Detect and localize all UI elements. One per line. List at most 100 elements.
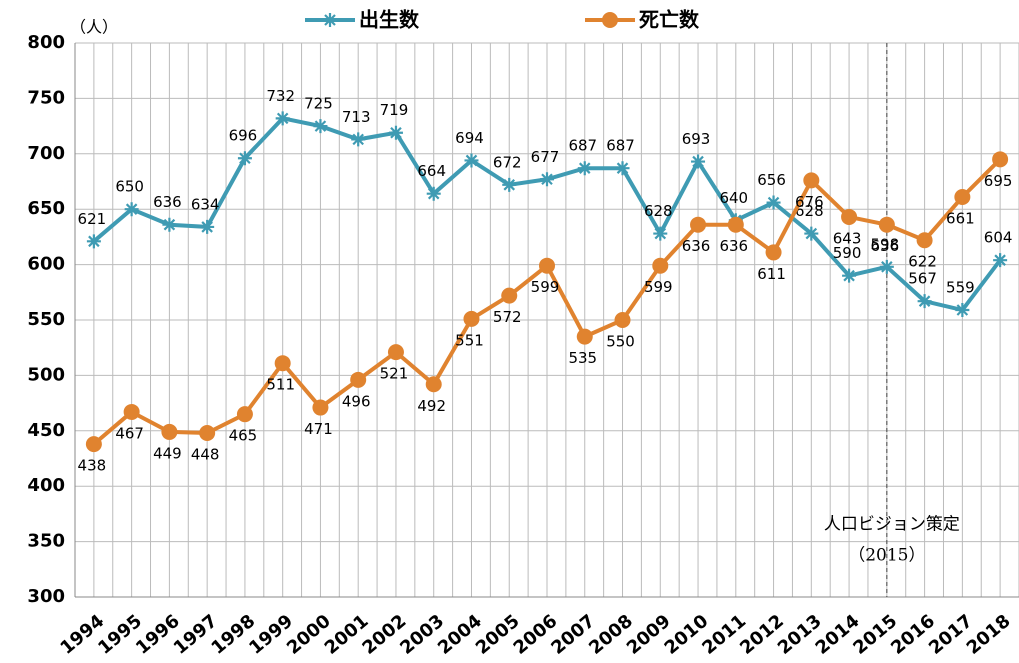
marker	[425, 376, 442, 393]
marker	[426, 186, 441, 201]
data-label: 467	[115, 424, 144, 442]
marker	[879, 259, 894, 274]
legend-label: 死亡数	[639, 8, 700, 32]
data-label: 496	[342, 392, 371, 410]
data-label: 694	[455, 129, 484, 147]
data-label: 438	[78, 457, 107, 475]
marker	[463, 310, 480, 327]
data-label: 465	[229, 427, 258, 445]
marker	[804, 226, 819, 241]
data-label: 551	[455, 331, 484, 349]
marker	[313, 119, 328, 134]
marker	[124, 202, 139, 217]
marker	[577, 161, 592, 176]
data-label: 634	[191, 195, 220, 213]
data-label: 628	[644, 202, 673, 220]
data-label: 695	[984, 172, 1013, 190]
marker	[614, 312, 631, 328]
marker	[275, 111, 290, 126]
marker	[954, 189, 971, 206]
y-tick-label: 800	[27, 32, 65, 53]
legend-label: 出生数	[359, 8, 420, 32]
annotation-text: 人口ビジョン策定	[824, 515, 960, 535]
data-label: 449	[153, 444, 182, 462]
marker	[351, 132, 366, 147]
data-label: 650	[115, 178, 144, 196]
data-label: 672	[493, 153, 522, 171]
marker	[653, 226, 668, 241]
data-label: 604	[984, 229, 1013, 247]
data-label: 572	[493, 308, 522, 326]
y-tick-label: 600	[27, 254, 65, 275]
marker	[274, 355, 291, 372]
y-tick-label: 350	[27, 531, 65, 552]
data-label: 559	[946, 279, 975, 297]
data-label: 628	[795, 202, 824, 220]
marker	[652, 257, 669, 274]
y-tick-label: 500	[27, 364, 65, 385]
marker	[992, 151, 1009, 168]
annotation-text: （2015）	[848, 546, 925, 566]
marker	[878, 216, 895, 233]
data-label: 687	[606, 137, 635, 155]
marker	[615, 161, 630, 176]
data-label: 598	[871, 235, 900, 253]
data-label: 492	[417, 397, 446, 415]
data-label: 661	[946, 210, 975, 228]
marker	[350, 371, 367, 388]
data-label: 732	[266, 87, 295, 105]
data-label: 636	[719, 237, 748, 255]
data-label: 448	[191, 446, 220, 464]
marker	[993, 253, 1008, 268]
data-label: 599	[644, 278, 673, 296]
data-label: 622	[908, 253, 937, 271]
marker	[502, 177, 517, 192]
data-label: 719	[380, 101, 409, 119]
marker	[388, 125, 403, 140]
data-label: 471	[304, 420, 333, 438]
marker	[539, 257, 555, 274]
data-label: 636	[682, 237, 711, 255]
marker	[841, 208, 858, 225]
marker	[161, 423, 178, 440]
data-label: 611	[757, 265, 786, 283]
y-tick-label: 400	[27, 475, 65, 496]
data-label: 640	[719, 189, 748, 207]
data-label: 636	[871, 237, 900, 255]
data-label: 664	[417, 162, 446, 180]
data-label: 521	[380, 365, 409, 383]
x-tick-label: 2018	[963, 611, 1015, 659]
data-label: 599	[531, 278, 560, 296]
marker	[162, 217, 177, 232]
marker	[765, 244, 782, 261]
y-tick-label: 450	[27, 420, 65, 441]
marker	[123, 403, 140, 420]
marker	[312, 399, 329, 416]
y-unit: （人）	[70, 18, 118, 37]
marker	[766, 195, 781, 210]
y-tick-label: 550	[27, 309, 65, 330]
data-label: 687	[568, 137, 597, 155]
y-tick-label: 650	[27, 198, 65, 219]
data-label: 567	[908, 270, 937, 288]
marker	[199, 425, 216, 442]
marker	[237, 151, 252, 166]
marker	[727, 216, 744, 233]
marker	[236, 406, 253, 423]
marker	[323, 13, 337, 27]
marker	[842, 268, 857, 283]
data-label: 511	[266, 376, 295, 394]
data-label: 696	[229, 127, 258, 145]
marker	[803, 172, 820, 189]
y-tick-label: 300	[27, 586, 65, 607]
data-label: 693	[682, 130, 711, 148]
data-label: 643	[833, 229, 862, 247]
marker	[200, 219, 215, 234]
y-tick-label: 750	[27, 87, 65, 108]
data-label: 725	[304, 95, 333, 113]
data-label: 656	[757, 171, 786, 189]
data-label: 590	[833, 244, 862, 262]
marker	[602, 12, 618, 28]
marker	[464, 153, 479, 168]
